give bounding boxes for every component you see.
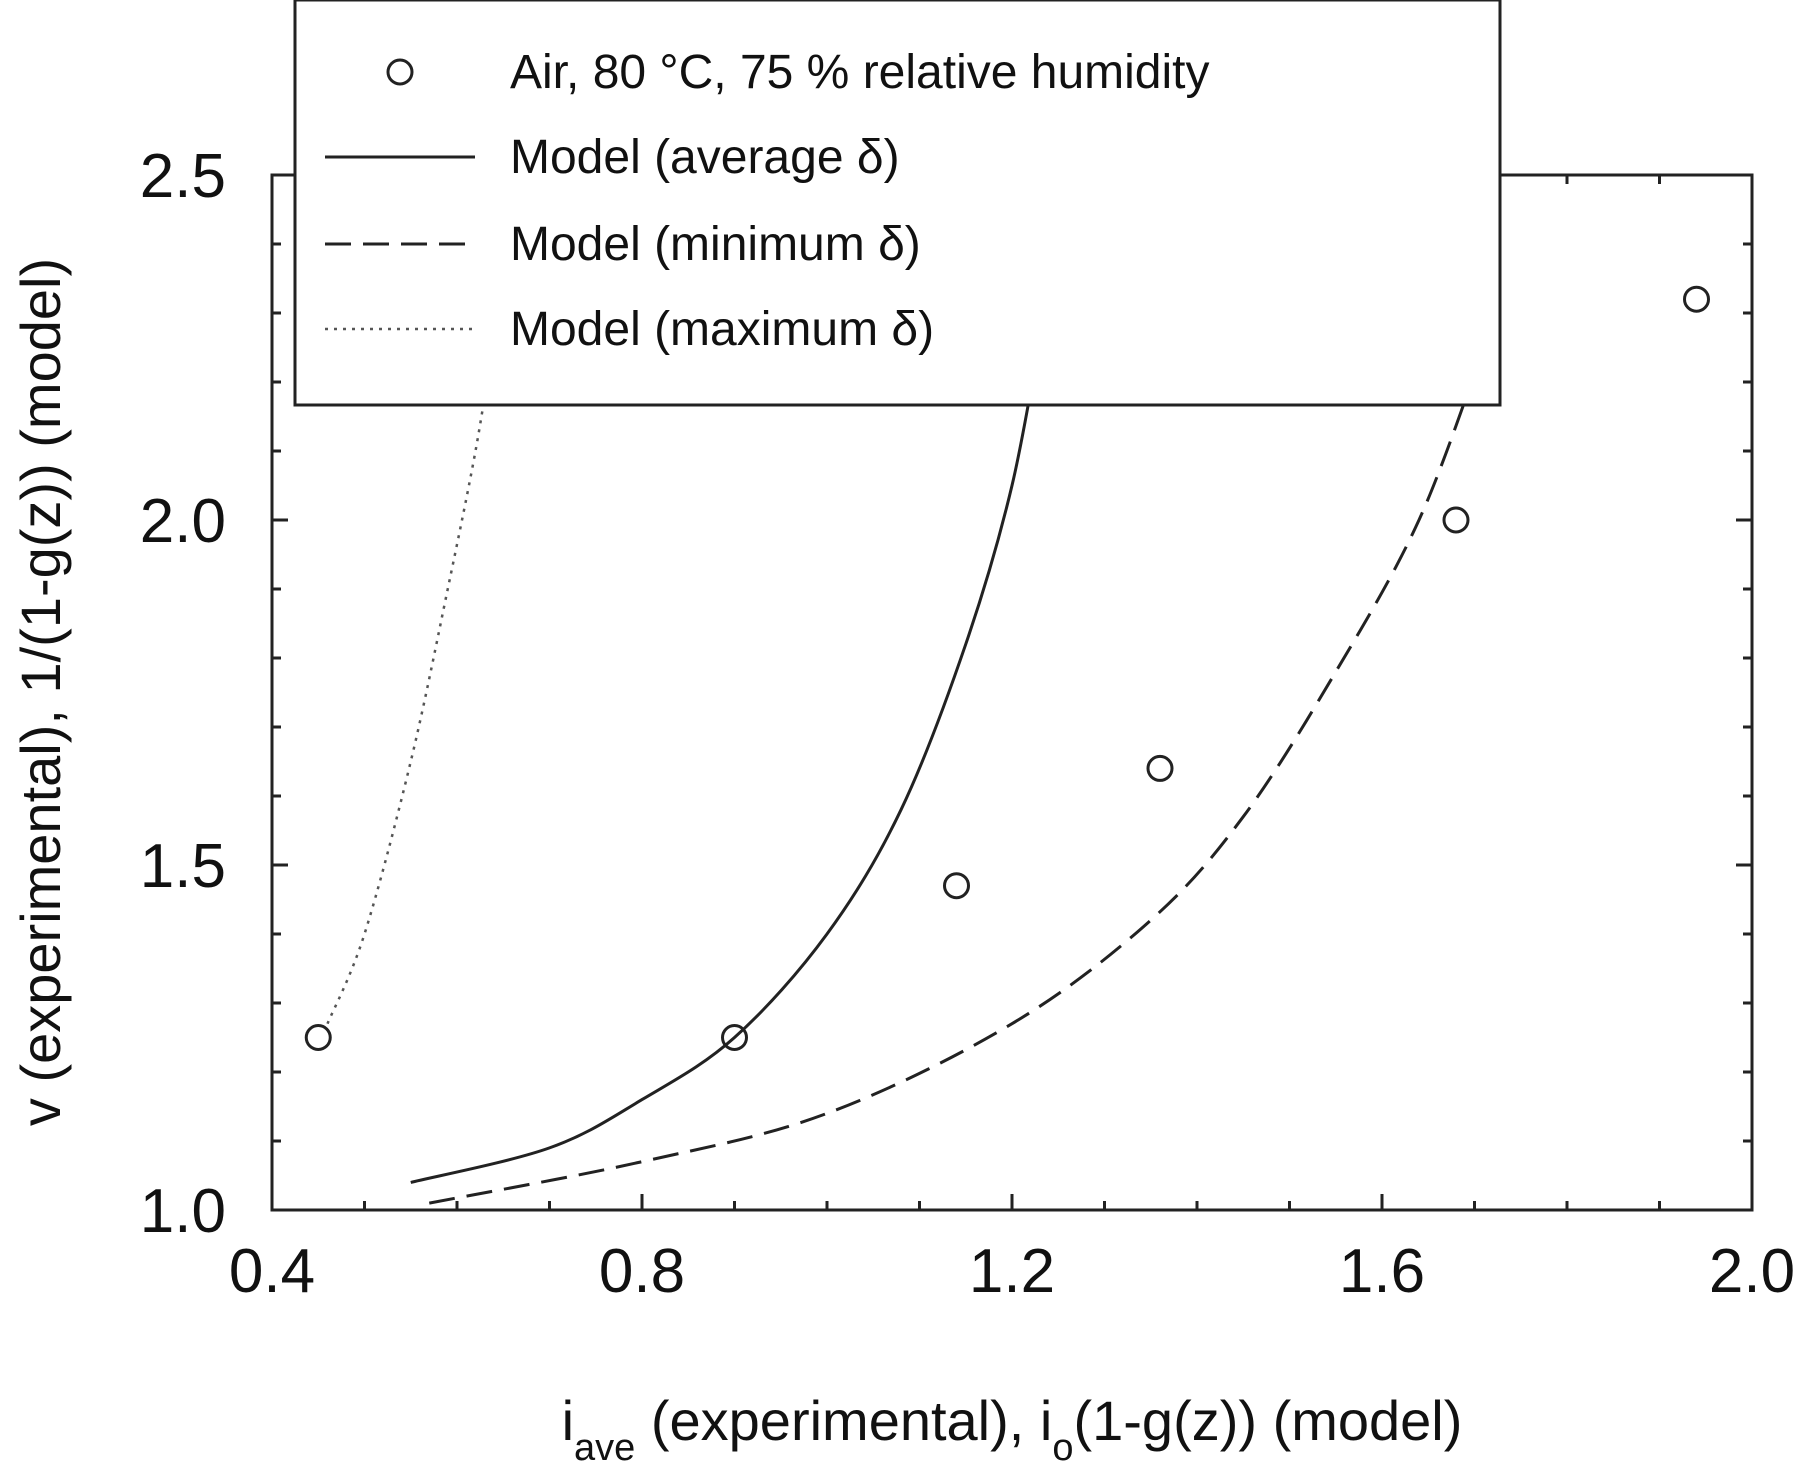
x-tick-label: 1.2	[969, 1237, 1055, 1306]
x-tick-label: 1.6	[1339, 1237, 1425, 1306]
legend-box	[293, 0, 1502, 407]
x-axis-title-tail: (1-g(z)) (model)	[1073, 1389, 1462, 1452]
data-point	[943, 872, 970, 900]
data-point	[1442, 506, 1470, 534]
model-solid-line	[410, 312, 1046, 1184]
x-axis-title-sub1: ave	[574, 1427, 635, 1469]
x-tick-label: 0.4	[229, 1237, 315, 1306]
model-dotted-line	[326, 347, 494, 1025]
x-tick-label: 2.0	[1709, 1237, 1795, 1306]
x-axis-title-mid: (experimental), i	[635, 1389, 1052, 1452]
x-axis-title-main: i	[562, 1389, 574, 1452]
legend: Air, 80 °C, 75 % relative humidity Model …	[293, 0, 1502, 407]
x-tick-label: 0.8	[599, 1237, 685, 1306]
data-point	[1146, 754, 1174, 782]
legend-label: Model (maximum δ)	[510, 303, 934, 356]
series-layer	[304, 285, 1710, 1205]
tick-labels: 0.4 0.8 1.2 1.6 2.0 1.0 1.5 2.0 2.5	[140, 142, 1795, 1306]
model-dashed-line	[428, 346, 1486, 1205]
legend-label: Model (minimum δ)	[510, 218, 921, 271]
x-axis-title-sub2: o	[1052, 1427, 1073, 1469]
legend-label: Air, 80 °C, 75 % relative humidity	[510, 46, 1210, 99]
y-tick-label: 2.5	[140, 142, 226, 211]
y-tick-label: 2.0	[140, 487, 226, 556]
y-tick-label: 1.5	[140, 832, 226, 901]
data-point	[1683, 285, 1710, 313]
y-tick-label: 1.0	[140, 1177, 226, 1246]
y-axis-title: v (experimental), 1/(1-g(z)) (model)	[9, 258, 72, 1126]
legend-marker-points	[386, 58, 414, 86]
legend-label: Model (average δ)	[510, 131, 900, 184]
x-axis-title: iave (experimental), io(1-g(z)) (model)	[562, 1389, 1463, 1469]
data-point	[304, 1024, 332, 1051]
